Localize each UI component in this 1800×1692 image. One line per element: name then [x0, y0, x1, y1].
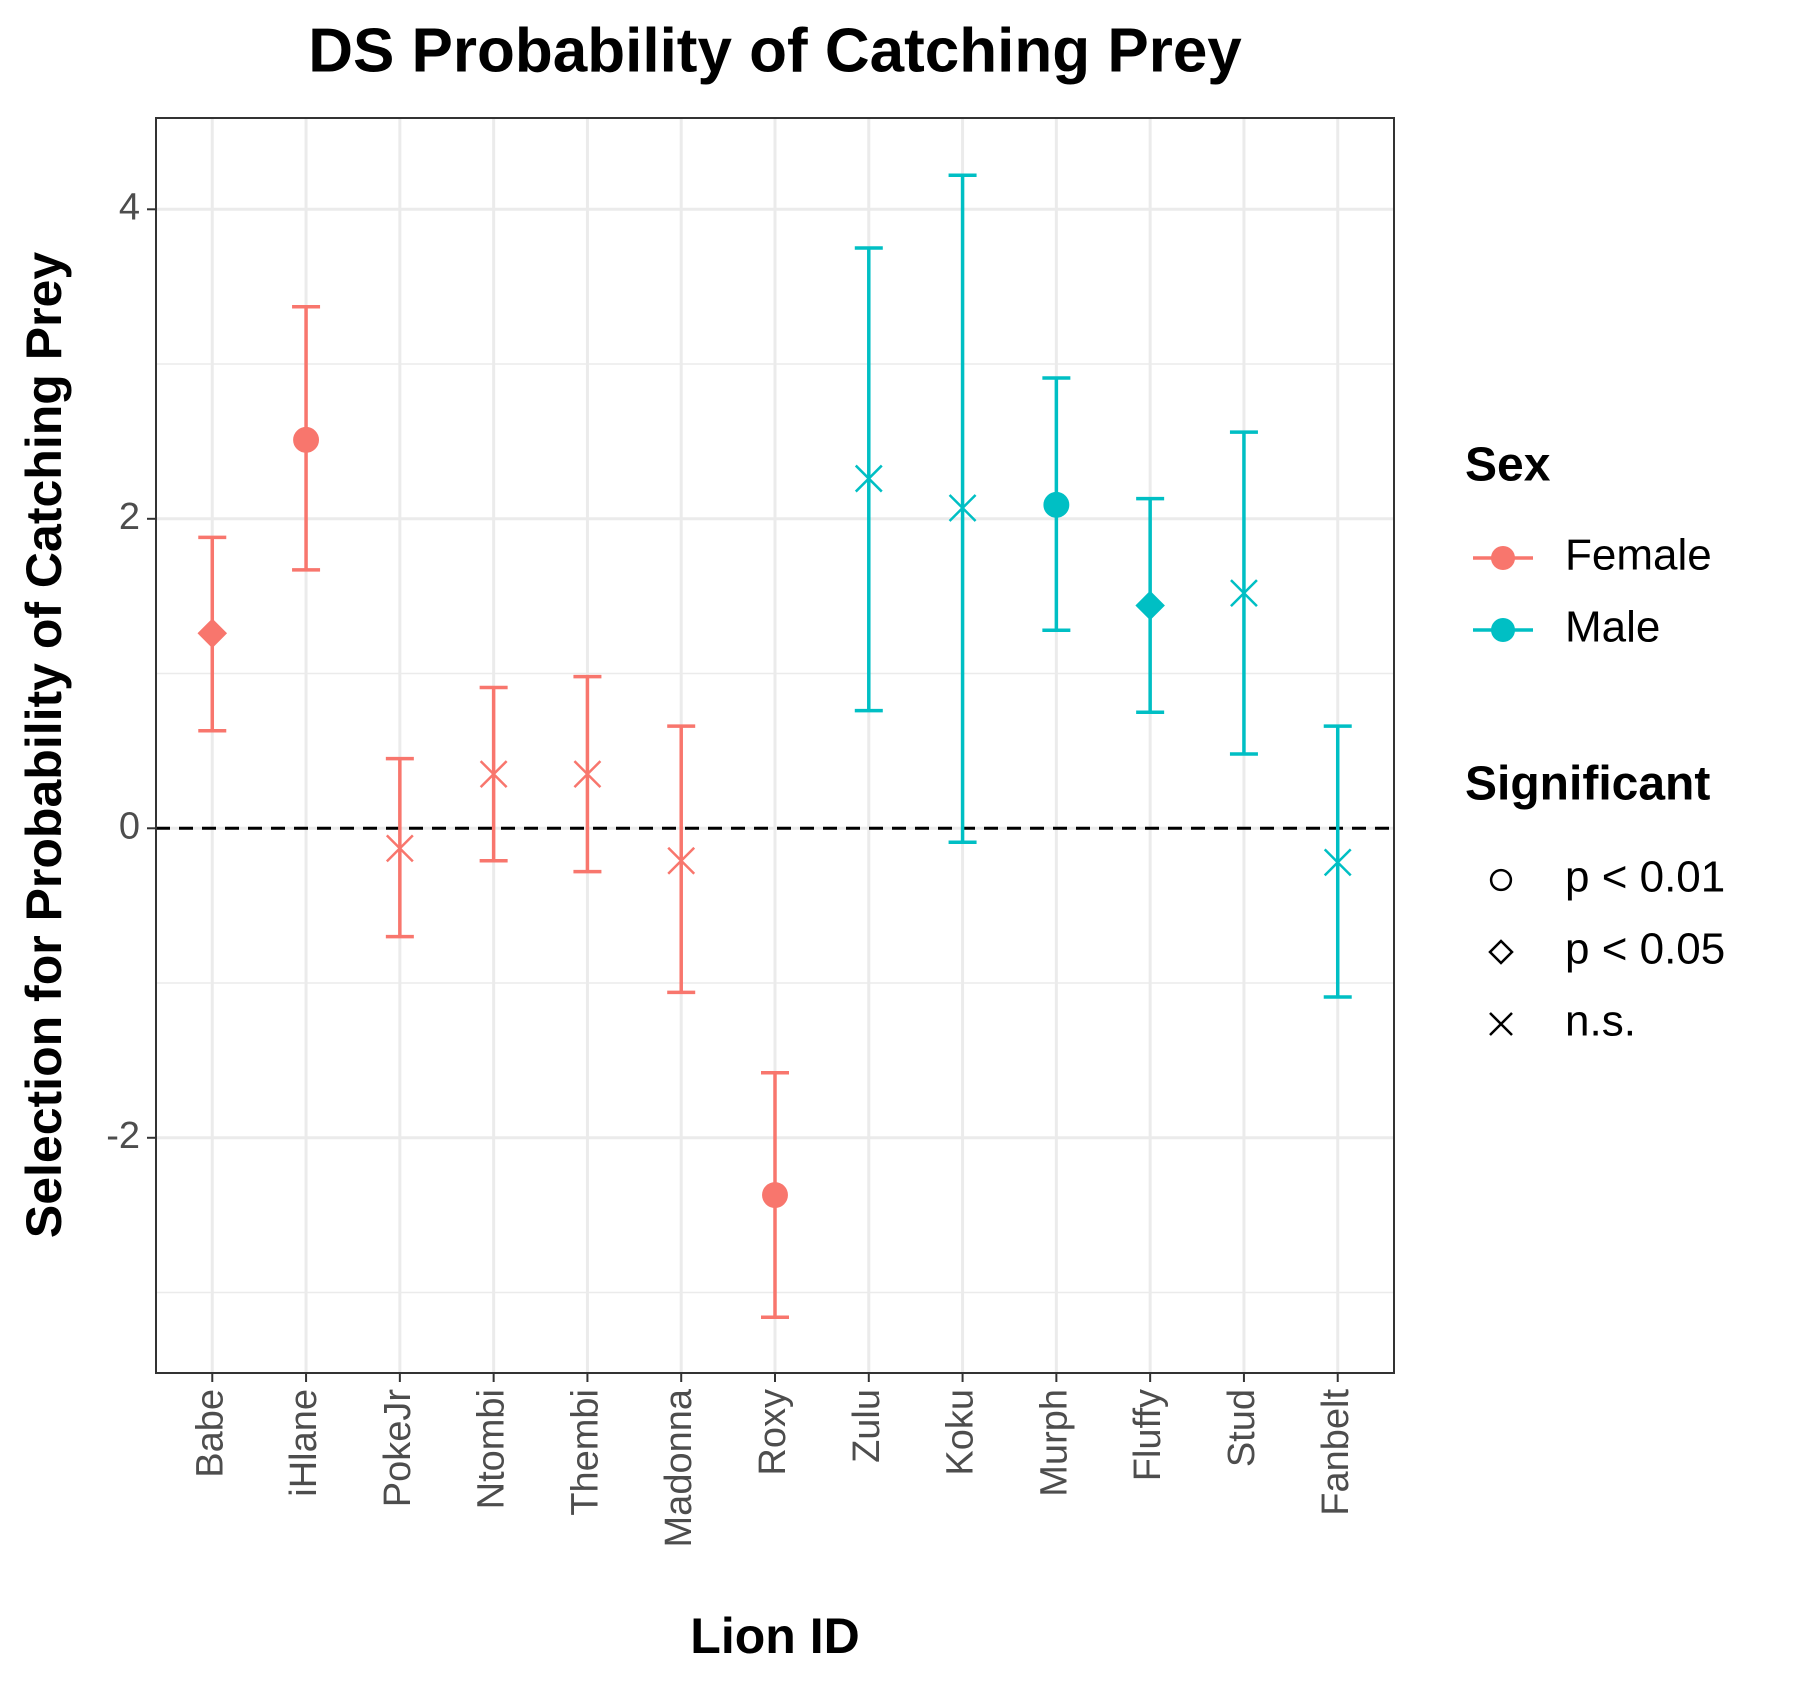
- x-tick-label: Fanbelt: [1315, 1389, 1357, 1516]
- point: [1230, 579, 1258, 607]
- legend-swatch: [1491, 618, 1515, 642]
- point: [948, 494, 977, 522]
- x-tick-label: PokeJr: [377, 1389, 419, 1508]
- point: [573, 760, 602, 789]
- panel-border: [155, 117, 1395, 1374]
- x-tick-label: Roxy: [752, 1389, 794, 1476]
- y-tick-label: -2: [106, 1115, 140, 1157]
- point: [1323, 848, 1352, 877]
- legend-label: n.s.: [1565, 997, 1636, 1046]
- point: [197, 618, 228, 649]
- point: [1043, 491, 1070, 518]
- point: [293, 426, 320, 453]
- y-axis-title: Selection for Probability of Catching Pr…: [16, 252, 72, 1238]
- point: [667, 846, 696, 875]
- legend-swatch: [1491, 546, 1515, 570]
- x-tick-label: Koku: [940, 1389, 982, 1476]
- x-tick-label: iHlane: [283, 1389, 325, 1497]
- point: [1135, 590, 1165, 621]
- y-tick-label: 4: [119, 186, 140, 228]
- point: [1488, 939, 1514, 965]
- legend-label: p < 0.01: [1565, 853, 1725, 902]
- point: [854, 464, 883, 493]
- point: [1489, 1012, 1513, 1036]
- y-tick-label: 2: [119, 496, 140, 538]
- x-tick-label: Murph: [1033, 1389, 1075, 1497]
- point: [762, 1182, 788, 1208]
- legend-title: Sex: [1465, 439, 1551, 492]
- chart-title: DS Probability of Catching Prey: [308, 16, 1242, 85]
- x-tick-label: Stud: [1221, 1389, 1263, 1467]
- point: [385, 834, 414, 863]
- legend-title: Significant: [1465, 758, 1710, 811]
- x-tick-label: Babe: [189, 1389, 231, 1478]
- point: [1489, 868, 1513, 892]
- legend-label: Female: [1565, 531, 1712, 580]
- y-tick-label: 0: [119, 805, 140, 847]
- legend-label: p < 0.05: [1565, 925, 1725, 974]
- legend-label: Male: [1565, 603, 1660, 652]
- x-tick-label: Thembi: [564, 1389, 606, 1516]
- x-tick-label: Zulu: [846, 1389, 888, 1463]
- x-tick-label: Madonna: [658, 1388, 700, 1547]
- x-axis-title: Lion ID: [690, 1608, 859, 1664]
- x-tick-label: Ntombi: [471, 1389, 513, 1509]
- point: [479, 760, 508, 789]
- x-tick-label: Fluffy: [1127, 1389, 1169, 1481]
